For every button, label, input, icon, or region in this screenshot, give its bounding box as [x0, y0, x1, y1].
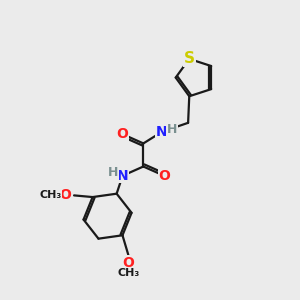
Text: H: H: [167, 123, 177, 136]
Text: O: O: [158, 169, 170, 183]
Text: O: O: [117, 127, 128, 141]
Text: CH₃: CH₃: [117, 268, 140, 278]
Text: N: N: [156, 125, 168, 139]
Text: CH₃: CH₃: [39, 190, 62, 200]
Text: N: N: [117, 169, 128, 183]
Text: O: O: [122, 256, 134, 270]
Text: S: S: [184, 51, 195, 66]
Text: H: H: [108, 167, 118, 179]
Text: O: O: [59, 188, 71, 203]
